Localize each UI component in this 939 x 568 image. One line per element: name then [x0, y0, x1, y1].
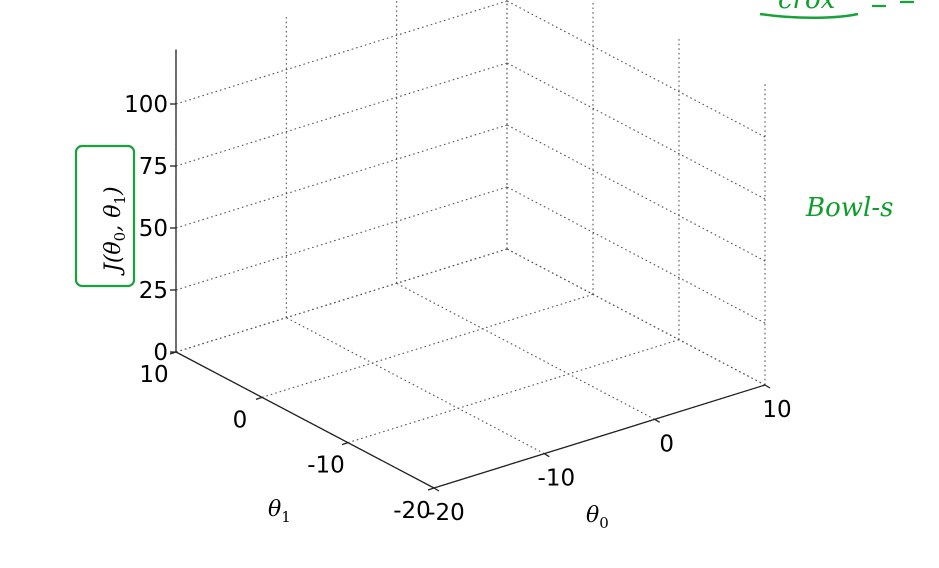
floor-gridline-y-2	[261, 293, 594, 398]
floor-gridline-x-1	[286, 317, 545, 455]
floor-gridline-x-3	[506, 248, 766, 386]
floor-gridline-y-3	[175, 248, 508, 353]
plot-box-back-planes	[175, 0, 766, 489]
side-wall-gridline-z-0	[506, 248, 766, 386]
side-wall-gridline-z-3	[506, 62, 766, 200]
back-wall-gridline-z-3	[175, 62, 508, 167]
side-wall-gridline-z-2	[506, 124, 766, 262]
side-wall-gridline-z-1	[506, 186, 766, 324]
floor-gridline-x-2	[396, 282, 655, 420]
back-wall-gridline-z-4	[175, 0, 508, 105]
back-wall-gridline-z-1	[175, 186, 508, 291]
side-wall-gridline-z-4	[506, 0, 766, 138]
back-wall-gridline-z-2	[175, 124, 508, 229]
